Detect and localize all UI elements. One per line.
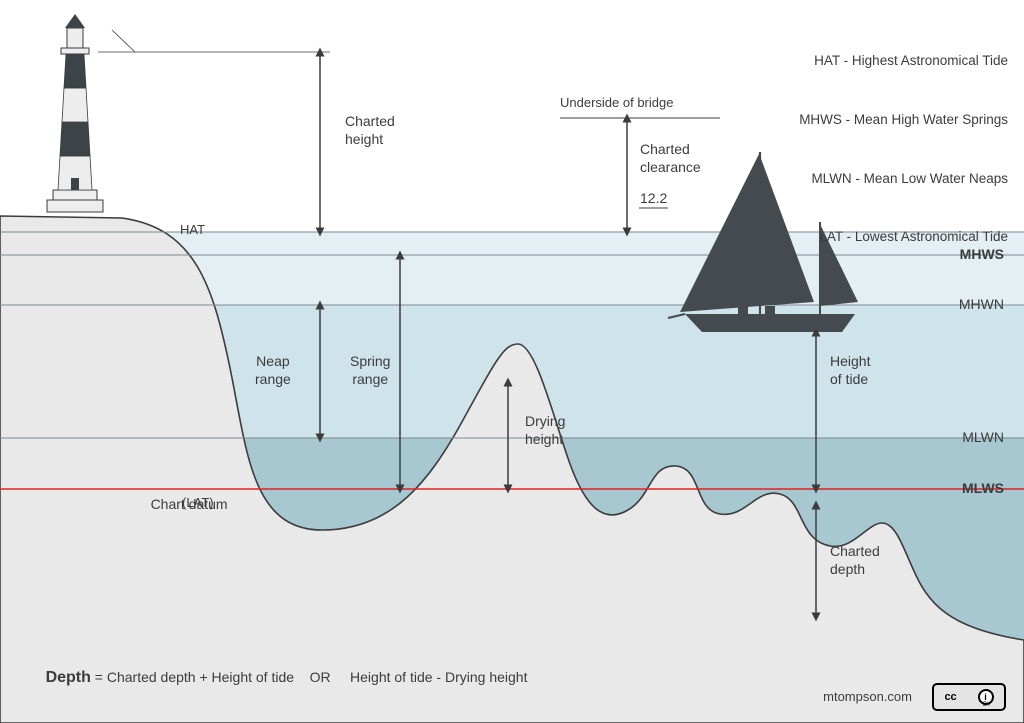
anno-hot: Height of tide xyxy=(830,353,870,388)
legend-line: HAT - Highest Astronomical Tide xyxy=(799,51,1008,71)
anno-clear-value: 12.2 xyxy=(640,190,667,208)
legend: HAT - Highest Astronomical Tide MHWS - M… xyxy=(799,12,1008,286)
anno-spring: Spring range xyxy=(350,353,390,388)
anno-cdepth: Charted depth xyxy=(830,543,880,578)
level-mlwn: MLWN xyxy=(962,429,1004,447)
footer-formula: Depth = Charted depth + Height of tide O… xyxy=(30,650,527,705)
anno-drying: Drying height xyxy=(525,413,565,448)
legend-line: MHWS - Mean High Water Springs xyxy=(799,110,1008,130)
level-mlws: MLWS xyxy=(962,480,1004,498)
cc-by-icon: cc i BY xyxy=(932,683,1006,711)
anno-clearance: Charted clearance xyxy=(640,141,701,176)
legend-line: MLWN - Mean Low Water Neaps xyxy=(799,169,1008,189)
level-hat: HAT xyxy=(180,222,205,238)
lighthouse-icon xyxy=(47,14,103,212)
anno-neap: Neap range xyxy=(255,353,291,388)
footer-credit: mtompson.com xyxy=(823,689,912,705)
level-mhws: MHWS xyxy=(960,246,1004,264)
tide-diagram: HAT - Highest Astronomical Tide MHWS - M… xyxy=(0,0,1024,723)
anno-charted-height: Charted height xyxy=(345,113,395,148)
chart-datum-sub: (LAT) xyxy=(182,495,214,511)
anno-bridge: Underside of bridge xyxy=(560,95,673,111)
level-mhwn: MHWN xyxy=(959,296,1004,314)
legend-line: LAT - Lowest Astronomical Tide xyxy=(799,227,1008,247)
